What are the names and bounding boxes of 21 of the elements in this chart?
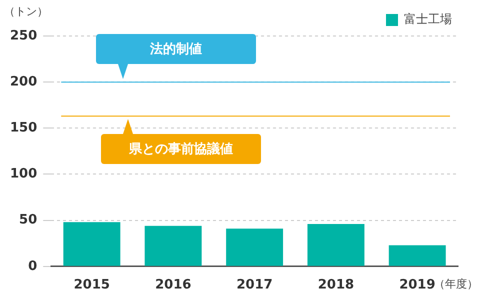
x-tick-label: 2017 bbox=[236, 278, 273, 293]
bar bbox=[63, 222, 120, 266]
ref-line-label: 法的制値 bbox=[96, 34, 256, 64]
ref-line-label: 県との事前協議値 bbox=[101, 134, 262, 164]
y-axis-title: （トン） bbox=[4, 4, 48, 18]
y-tick-label: 150 bbox=[10, 120, 38, 136]
x-tick-label: 2015 bbox=[74, 278, 110, 293]
y-tick-label: 200 bbox=[10, 74, 38, 90]
x-axis-title: （年度） bbox=[434, 277, 478, 290]
legend-label: 富士工場 bbox=[404, 12, 452, 26]
bar bbox=[388, 245, 446, 266]
y-tick-label: 0 bbox=[28, 258, 38, 274]
bar bbox=[307, 224, 364, 266]
bar bbox=[144, 226, 202, 266]
y-tick-label: 100 bbox=[10, 166, 38, 182]
x-tick-label: 2019 bbox=[399, 278, 436, 293]
bar bbox=[226, 228, 284, 266]
y-tick-label: 50 bbox=[19, 212, 38, 228]
y-tick-label: 250 bbox=[10, 28, 38, 44]
x-tick-label: 2018 bbox=[318, 278, 354, 293]
x-tick-label: 2016 bbox=[155, 278, 192, 293]
